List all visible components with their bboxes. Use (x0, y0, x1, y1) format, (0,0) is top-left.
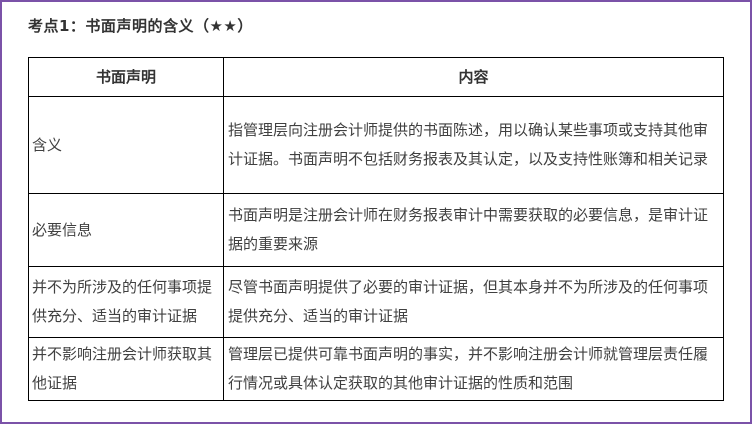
table-row: 并不为所涉及的任何事项提供充分、适当的审计证据 尽管书面声明提供了必要的审计证据… (28, 266, 724, 338)
table-header: 书面声明 内容 (28, 57, 724, 97)
table-row: 含义 指管理层向注册会计师提供的书面陈述，用以确认某些事项或支持其他审计证据。书… (28, 96, 724, 194)
content-cell: 管理层已提供可靠书面声明的事实，并不影响注册会计师就管理层责任履行情况或具体认定… (223, 337, 724, 401)
content-cell: 书面声明是注册会计师在财务报表审计中需要获取的必要信息，是审计证据的重要来源 (223, 193, 724, 267)
header-row: 书面声明 内容 (28, 57, 724, 97)
term-cell: 并不影响注册会计师获取其他证据 (28, 337, 224, 401)
page-title: 考点1：书面声明的含义（★★） (28, 17, 253, 35)
table-body: 含义 指管理层向注册会计师提供的书面陈述，用以确认某些事项或支持其他审计证据。书… (28, 96, 724, 401)
content-cell: 指管理层向注册会计师提供的书面陈述，用以确认某些事项或支持其他审计证据。书面声明… (223, 96, 724, 194)
term-cell: 并不为所涉及的任何事项提供充分、适当的审计证据 (28, 266, 224, 338)
written-representation-table: 书面声明 内容 含义 指管理层向注册会计师提供的书面陈述，用以确认某些事项或支持… (28, 57, 724, 401)
table-row: 必要信息 书面声明是注册会计师在财务报表审计中需要获取的必要信息，是审计证据的重… (28, 193, 724, 267)
content-cell: 尽管书面声明提供了必要的审计证据，但其本身并不为所涉及的任何事项提供充分、适当的… (223, 266, 724, 338)
term-cell: 含义 (28, 96, 224, 194)
term-cell: 必要信息 (28, 193, 224, 267)
header-cell-content: 内容 (223, 57, 724, 97)
table-row: 并不影响注册会计师获取其他证据 管理层已提供可靠书面声明的事实，并不影响注册会计… (28, 337, 724, 401)
header-cell-term: 书面声明 (28, 57, 224, 97)
